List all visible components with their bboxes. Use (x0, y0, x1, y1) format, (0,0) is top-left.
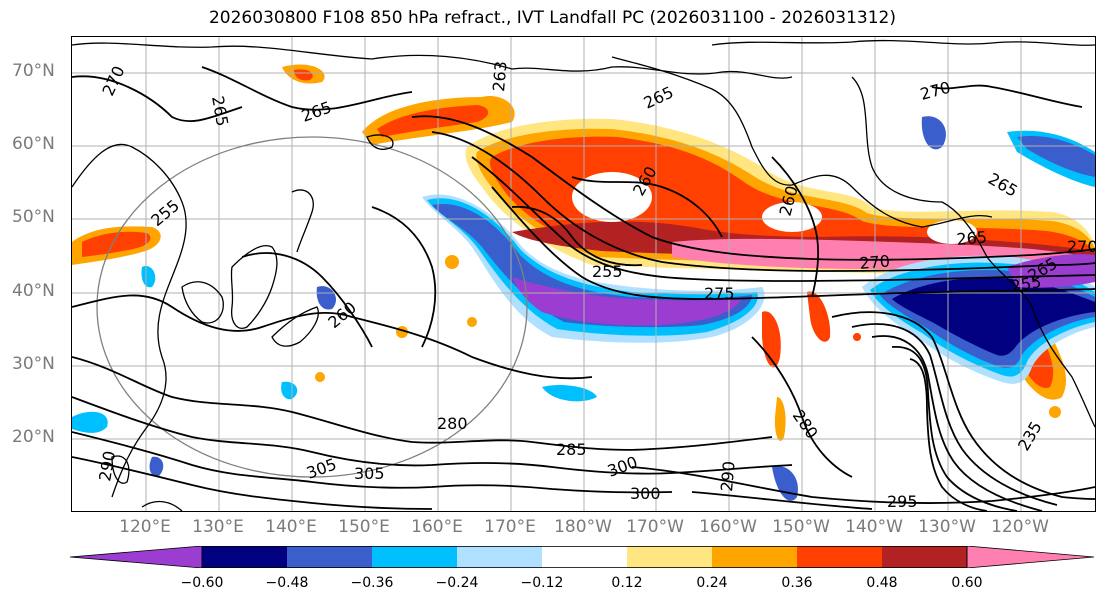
contour-label: 255 (147, 196, 183, 230)
contour-label: 265 (956, 227, 988, 249)
chart-title: 2026030800 F108 850 hPa refract., IVT La… (208, 8, 896, 28)
lon-label-140w: 140°W (845, 517, 903, 537)
lon-label-150e: 150°E (338, 517, 390, 537)
contour-label: 270 (98, 63, 128, 99)
lon-label-170e: 170°E (484, 517, 536, 537)
contour-label: 270 (859, 251, 891, 273)
contour-label: 305 (304, 454, 339, 482)
lon-label-120e: 120°E (119, 517, 171, 537)
lat-label-60n: 60°N (12, 134, 55, 154)
contour-label: 270 (1067, 237, 1095, 256)
contour-label: 280 (789, 406, 822, 442)
colorbar-tick: 0.24 (696, 575, 728, 591)
colorbar-tick: −0.36 (350, 575, 394, 591)
lon-label-140e: 140°E (265, 517, 317, 537)
contour-label: 300 (605, 452, 640, 480)
lon-label-160w: 160°W (699, 517, 757, 537)
contour-label: 280 (437, 414, 468, 433)
contour-label: 265 (985, 169, 1021, 201)
contour-label: 263 (489, 60, 511, 92)
lat-label-20n: 20°N (12, 427, 55, 447)
contour-label: 235 (1014, 418, 1046, 454)
colorbar-tick: 0.36 (781, 575, 813, 591)
colorbar-bin (882, 546, 967, 568)
colorbar-tick: 0.12 (611, 575, 643, 591)
contour-label: 265 (641, 82, 677, 112)
colorbar-tick: 0.48 (866, 575, 898, 591)
colorbar-tick: 0.60 (951, 575, 983, 591)
contour-label: 290 (717, 460, 739, 492)
contour-label: 300 (630, 484, 661, 503)
colorbar-extend-high (966, 546, 1095, 568)
lat-label-70n: 70°N (12, 61, 55, 81)
colorbar (70, 546, 1095, 568)
lon-label-130e: 130°E (192, 517, 244, 537)
colorbar-bin (542, 546, 627, 568)
colorbar-bin (712, 546, 797, 568)
lat-label-50n: 50°N (12, 207, 55, 227)
colorbar-bin (372, 546, 457, 568)
graticule (72, 37, 1095, 511)
map-panel: 270 265 265 263 265 270 265 255 260 265 … (71, 36, 1096, 512)
contour-label: 255 (592, 262, 623, 281)
coastlines (72, 39, 1095, 511)
lon-label-130w: 130°W (918, 517, 976, 537)
lon-label-160e: 160°E (411, 517, 463, 537)
lat-label-40n: 40°N (12, 281, 55, 301)
colorbar-bin (202, 546, 287, 568)
map-canvas: 270 265 265 263 265 270 265 255 260 265 … (72, 37, 1095, 511)
lon-label-180w: 180°W (554, 517, 612, 537)
colorbar-bin (797, 546, 882, 568)
contour-label: 265 (299, 97, 334, 125)
contour-label: 275 (704, 284, 735, 303)
contour-label: 265 (208, 94, 232, 127)
colorbar-tick: −0.12 (520, 575, 564, 591)
colorbar-tick: −0.24 (435, 575, 479, 591)
colorbar-bin (457, 546, 542, 568)
landfall-region-circle (96, 136, 528, 478)
colorbar-extend-low (70, 546, 203, 568)
lon-label-150w: 150°W (772, 517, 830, 537)
colorbar-tick: −0.60 (180, 575, 224, 591)
lon-label-120w: 120°W (991, 517, 1049, 537)
lon-label-170w: 170°W (626, 517, 684, 537)
colorbar-bin (627, 546, 712, 568)
colorbar-bin (287, 546, 372, 568)
lat-label-30n: 30°N (12, 354, 55, 374)
negative-anomaly-fields (72, 116, 1095, 501)
contour-label: 285 (556, 440, 587, 459)
colorbar-tick: −0.48 (265, 575, 309, 591)
contour-label: 270 (918, 78, 952, 104)
contour-label: 305 (354, 464, 385, 483)
refractivity-contours (72, 66, 1095, 511)
contour-label: 295 (887, 492, 918, 511)
